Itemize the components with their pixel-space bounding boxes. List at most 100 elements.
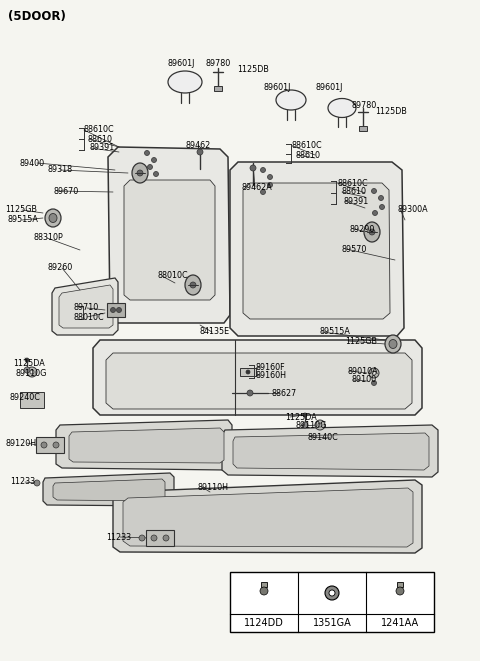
Polygon shape	[106, 353, 412, 409]
Text: 89110H: 89110H	[197, 483, 228, 492]
Ellipse shape	[276, 90, 306, 110]
Circle shape	[372, 381, 376, 385]
Polygon shape	[113, 480, 422, 553]
Ellipse shape	[45, 209, 61, 227]
Circle shape	[41, 442, 47, 448]
Text: 1125GB: 1125GB	[5, 206, 37, 215]
Text: 89140C: 89140C	[308, 432, 339, 442]
Circle shape	[197, 149, 203, 155]
Circle shape	[315, 420, 325, 430]
Text: 89300A: 89300A	[398, 204, 429, 214]
Polygon shape	[69, 428, 224, 463]
Circle shape	[372, 371, 376, 375]
Circle shape	[302, 422, 308, 428]
Text: (5DOOR): (5DOOR)	[8, 10, 66, 23]
Circle shape	[117, 307, 121, 313]
Text: 88610: 88610	[341, 188, 366, 196]
Text: 88010C: 88010C	[74, 313, 105, 321]
Ellipse shape	[49, 214, 57, 223]
Polygon shape	[146, 530, 174, 546]
Text: 89670: 89670	[53, 186, 78, 196]
Circle shape	[30, 370, 34, 374]
Circle shape	[110, 307, 116, 313]
Text: 89240C: 89240C	[10, 393, 41, 401]
Text: 89318: 89318	[48, 165, 73, 175]
Circle shape	[325, 586, 339, 600]
Polygon shape	[230, 162, 404, 336]
Polygon shape	[233, 433, 429, 470]
Circle shape	[329, 590, 335, 596]
Text: 89160F: 89160F	[256, 362, 286, 371]
Text: 89391: 89391	[90, 143, 115, 153]
Text: 1124DD: 1124DD	[244, 618, 284, 628]
Text: 84135E: 84135E	[199, 327, 229, 336]
Polygon shape	[52, 278, 118, 335]
Polygon shape	[53, 479, 165, 501]
Circle shape	[379, 196, 384, 200]
Ellipse shape	[168, 71, 202, 93]
Text: 89160H: 89160H	[256, 371, 287, 381]
Text: 88610: 88610	[87, 134, 112, 143]
Circle shape	[27, 367, 37, 377]
Text: 89710: 89710	[74, 303, 99, 313]
Ellipse shape	[132, 163, 148, 183]
Ellipse shape	[328, 98, 356, 118]
Text: 89260: 89260	[47, 264, 72, 272]
Text: 89515A: 89515A	[8, 215, 39, 225]
Ellipse shape	[385, 335, 401, 353]
Polygon shape	[124, 180, 215, 300]
Text: 89601J: 89601J	[168, 59, 195, 67]
Circle shape	[147, 165, 153, 169]
Text: 88627: 88627	[271, 389, 296, 397]
Text: 88610C: 88610C	[83, 126, 114, 134]
Polygon shape	[93, 340, 422, 415]
Circle shape	[260, 587, 268, 595]
Circle shape	[139, 535, 145, 541]
Text: 1241AA: 1241AA	[381, 618, 419, 628]
Text: 89515A: 89515A	[320, 327, 351, 336]
Circle shape	[25, 358, 29, 362]
Text: 89290: 89290	[350, 225, 375, 233]
Ellipse shape	[389, 340, 397, 348]
Text: 1125GB: 1125GB	[345, 336, 377, 346]
Circle shape	[152, 157, 156, 163]
Text: 89391: 89391	[344, 196, 369, 206]
Circle shape	[303, 413, 307, 417]
Circle shape	[261, 167, 265, 173]
Circle shape	[369, 368, 379, 378]
Text: 89601J: 89601J	[316, 83, 343, 93]
Text: 89120H: 89120H	[5, 438, 36, 447]
Circle shape	[154, 171, 158, 176]
Bar	[397, 582, 403, 587]
Text: 88610C: 88610C	[292, 141, 323, 151]
Bar	[261, 582, 267, 587]
Ellipse shape	[364, 222, 380, 242]
Polygon shape	[222, 425, 438, 477]
Circle shape	[151, 535, 157, 541]
Circle shape	[380, 204, 384, 210]
Text: 89010A: 89010A	[347, 366, 378, 375]
Bar	[240, 368, 256, 376]
Circle shape	[372, 188, 376, 194]
Text: 89110G: 89110G	[15, 368, 47, 377]
Text: 89100: 89100	[351, 375, 376, 385]
Bar	[214, 86, 222, 91]
Circle shape	[372, 210, 377, 215]
Polygon shape	[108, 147, 230, 323]
Circle shape	[24, 367, 30, 373]
Bar	[359, 126, 367, 131]
Text: 11233: 11233	[10, 477, 35, 486]
Text: 88610C: 88610C	[337, 178, 368, 188]
Text: 1125DA: 1125DA	[285, 412, 317, 422]
Text: 1351GA: 1351GA	[312, 618, 351, 628]
Bar	[107, 303, 125, 317]
Circle shape	[190, 282, 196, 288]
Text: 89780: 89780	[351, 100, 376, 110]
Text: 89400: 89400	[20, 159, 45, 167]
Circle shape	[163, 535, 169, 541]
Polygon shape	[36, 437, 64, 453]
Text: 88610: 88610	[296, 151, 321, 159]
Text: 89780: 89780	[205, 59, 230, 67]
Polygon shape	[59, 285, 113, 328]
Polygon shape	[43, 473, 174, 506]
